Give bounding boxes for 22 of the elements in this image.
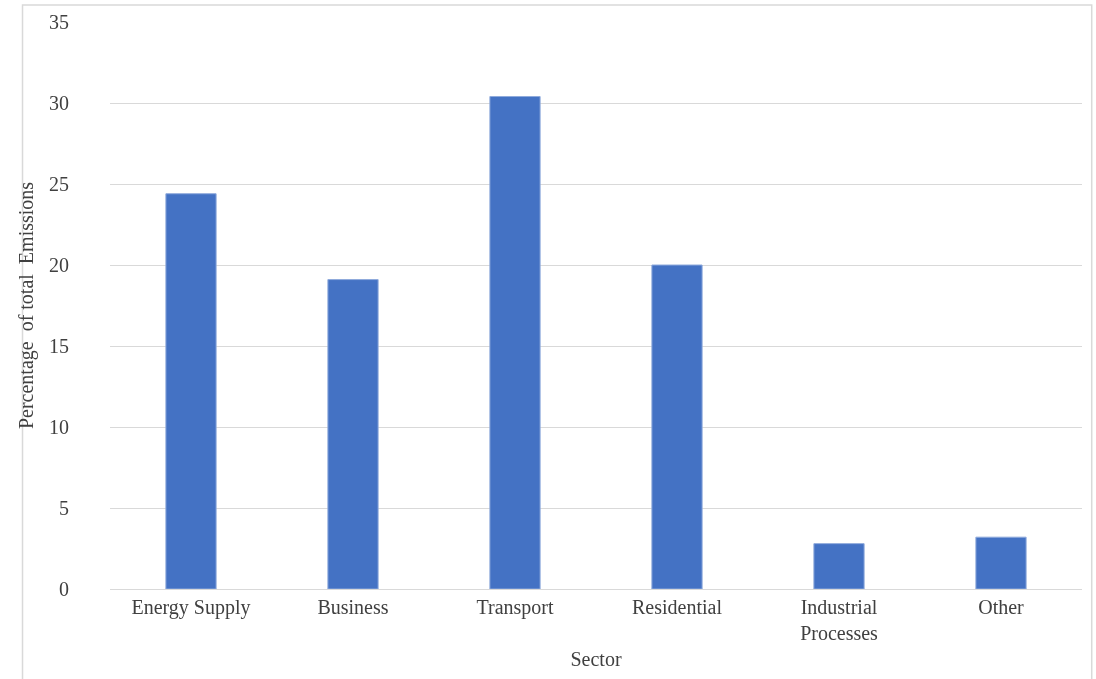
y-tick-label: 20 bbox=[49, 254, 69, 276]
x-tick-label: Business bbox=[317, 596, 389, 618]
bar bbox=[651, 264, 703, 589]
x-tick-label: Other bbox=[978, 596, 1025, 618]
bar bbox=[975, 536, 1027, 589]
y-tick-label: 35 bbox=[49, 11, 69, 33]
y-tick-label: 0 bbox=[59, 578, 69, 600]
x-tick-label: Transport bbox=[476, 596, 554, 619]
y-tick-label: 25 bbox=[49, 173, 69, 195]
y-tick-label: 10 bbox=[49, 416, 69, 438]
bar bbox=[813, 543, 865, 589]
x-tick-label: Residential bbox=[632, 596, 723, 618]
bar bbox=[489, 96, 541, 589]
y-axis-title: Percentage of total Emissions bbox=[14, 181, 38, 430]
bar bbox=[327, 279, 379, 589]
x-tick-label: Energy Supply bbox=[131, 596, 251, 619]
x-axis-title: Sector bbox=[570, 647, 622, 670]
y-tick-label: 15 bbox=[49, 335, 69, 357]
bar bbox=[165, 193, 217, 589]
x-tick-label: Industrial Processes bbox=[800, 596, 879, 644]
y-tick-label: 5 bbox=[59, 497, 69, 519]
y-tick-label: 30 bbox=[49, 92, 69, 114]
